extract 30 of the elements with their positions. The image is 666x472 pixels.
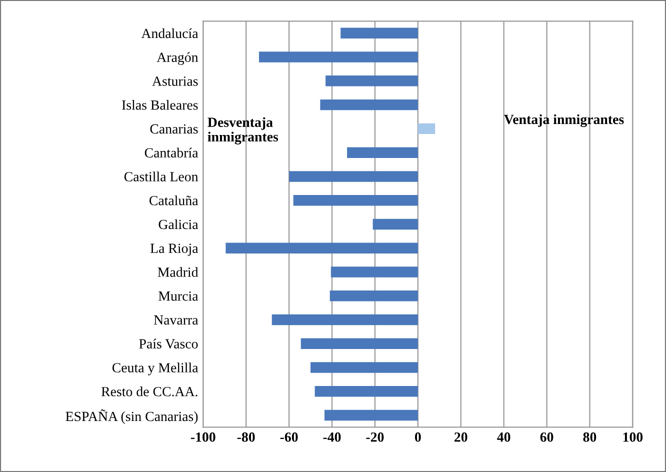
x-tick-label: -80	[237, 432, 255, 442]
x-tick-label: -40	[323, 432, 341, 442]
x-tick-label: 0	[414, 432, 421, 442]
y-tick-label: Ceuta y Melilla	[112, 362, 198, 376]
y-tick-label: La Rioja	[150, 244, 198, 256]
y-tick-label: ESPAÑA (sin Canarias)	[66, 409, 198, 424]
x-tick-label: -60	[280, 432, 298, 442]
y-tick-label: Cantabría	[144, 148, 198, 158]
y-tick-label: Navarra	[154, 315, 198, 325]
y-tick-label: Islas Baleares	[122, 100, 198, 110]
y-tick-label: Asturias	[152, 76, 198, 86]
y-tick-label: Aragón	[156, 52, 198, 65]
y-tick-label: País Vasco	[139, 338, 198, 349]
y-tick-label: Canarias	[150, 124, 198, 134]
x-tick-label: 100	[623, 432, 643, 442]
x-tick-label: -20	[366, 432, 384, 442]
x-tick-label: 40	[497, 432, 510, 442]
annotation: Desventaja inmigrantes	[208, 117, 278, 144]
x-tick-label: 80	[583, 432, 596, 442]
y-tick-label: Castilla Leon	[124, 172, 198, 182]
x-tick-label: 20	[454, 432, 468, 442]
y-tick-label: Murcia	[158, 291, 198, 301]
y-tick-label: Andalucía	[141, 28, 198, 38]
y-tick-label: Galicia	[158, 219, 198, 230]
y-tick-label: Cataluña	[149, 196, 198, 206]
y-tick-label: Madrid	[158, 267, 198, 277]
annotation: Ventaja inmigrantes	[504, 114, 624, 128]
x-tick-label: 60	[540, 432, 554, 442]
y-tick-label: Resto de CC.AA.	[101, 386, 198, 396]
x-tick-label: -100	[190, 432, 216, 442]
